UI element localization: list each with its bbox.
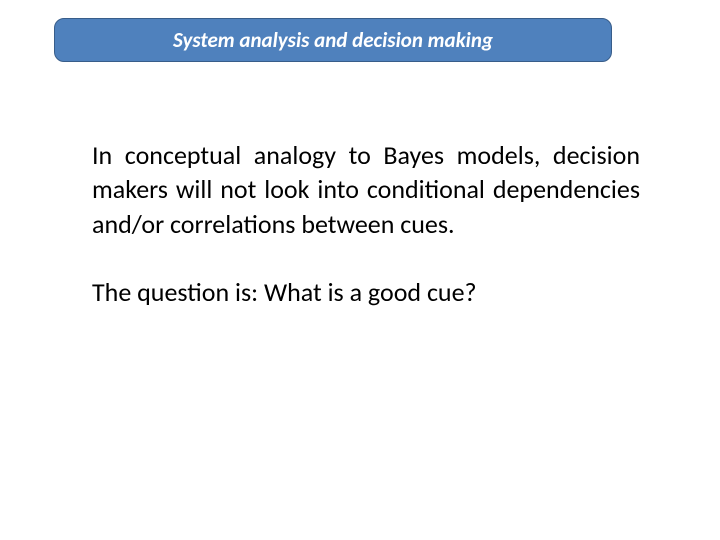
paragraph-2: The question is: What is a good cue? <box>92 275 640 309</box>
body-text: In conceptual analogy to Bayes models, d… <box>92 138 640 309</box>
slide: System analysis and decision making In c… <box>0 0 720 540</box>
slide-title: System analysis and decision making <box>173 27 493 53</box>
title-bar: System analysis and decision making <box>54 18 612 62</box>
paragraph-1: In conceptual analogy to Bayes models, d… <box>92 138 640 241</box>
